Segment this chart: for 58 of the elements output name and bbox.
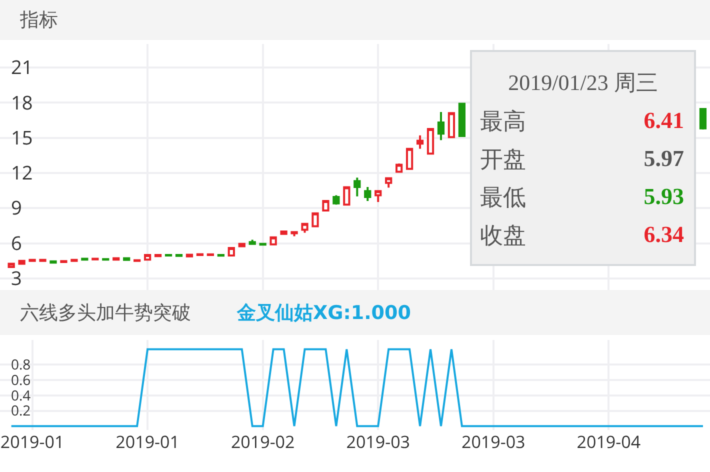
candlestick [406, 147, 414, 170]
y-tick-label: 6 [11, 230, 22, 256]
annotation: 6.34 [644, 222, 684, 248]
candlestick [458, 102, 466, 138]
candlestick [374, 190, 382, 203]
candlestick [144, 254, 152, 261]
series-label: 金叉仙姑XG:1.000 [237, 300, 411, 326]
x-tick-label: 2019-02 [230, 430, 295, 453]
candlestick [426, 127, 434, 156]
annotation: 开盘 [480, 146, 526, 174]
annotation: 2019/01/23 周三 [507, 69, 659, 97]
candlestick [343, 186, 350, 206]
chart-title: 六线多头加牛势突破 [20, 300, 191, 326]
y-tick-label: 9 [11, 194, 22, 221]
candlestick [354, 176, 361, 198]
x-tick-label: 2019-01 [0, 430, 64, 453]
chart-title: 指标 [0, 0, 710, 40]
candlestick [332, 194, 340, 206]
annotation: 5.97 [644, 146, 684, 172]
annotation: 收盘 [480, 222, 526, 250]
y-tick-label: 18 [11, 89, 33, 116]
candlestick [290, 230, 298, 238]
candlestick [312, 212, 319, 228]
candlestick [248, 238, 256, 246]
candlestick [39, 258, 46, 262]
candlestick [699, 107, 707, 131]
y-tick-label: 12 [11, 160, 33, 186]
x-tick-label: 2019-04 [576, 430, 641, 453]
candlestick [186, 253, 194, 258]
candlestick [18, 259, 26, 266]
candlestick [70, 258, 78, 262]
candlestick [437, 110, 445, 142]
annotation: 最高 [480, 108, 526, 136]
candlestick [396, 162, 403, 174]
candlestick [270, 236, 277, 246]
candlestick [322, 199, 330, 212]
candlestick [385, 176, 392, 189]
candlestick [280, 230, 288, 236]
candlestick [60, 260, 68, 264]
candlestick [416, 134, 424, 150]
annotation: 5.93 [644, 184, 684, 210]
candlestick [28, 258, 36, 262]
x-tick-label: 2019-03 [346, 430, 410, 453]
y-tick-label: 15 [11, 124, 33, 150]
y-tick-label: 21 [11, 54, 33, 80]
candlestick [301, 222, 308, 234]
x-tick-label: 2019-01 [116, 430, 180, 453]
candlestick [364, 186, 372, 202]
annotation: 最低 [480, 184, 526, 212]
candlestick [175, 254, 183, 258]
x-tick-label: 2019-03 [461, 430, 526, 453]
y-tick-label: 3 [11, 265, 22, 292]
candlestick [164, 253, 172, 257]
candlestick [50, 260, 57, 264]
candlestick [448, 112, 456, 139]
candlestick [92, 257, 99, 261]
candlestick [228, 246, 235, 257]
annotation: 6.41 [644, 108, 684, 134]
